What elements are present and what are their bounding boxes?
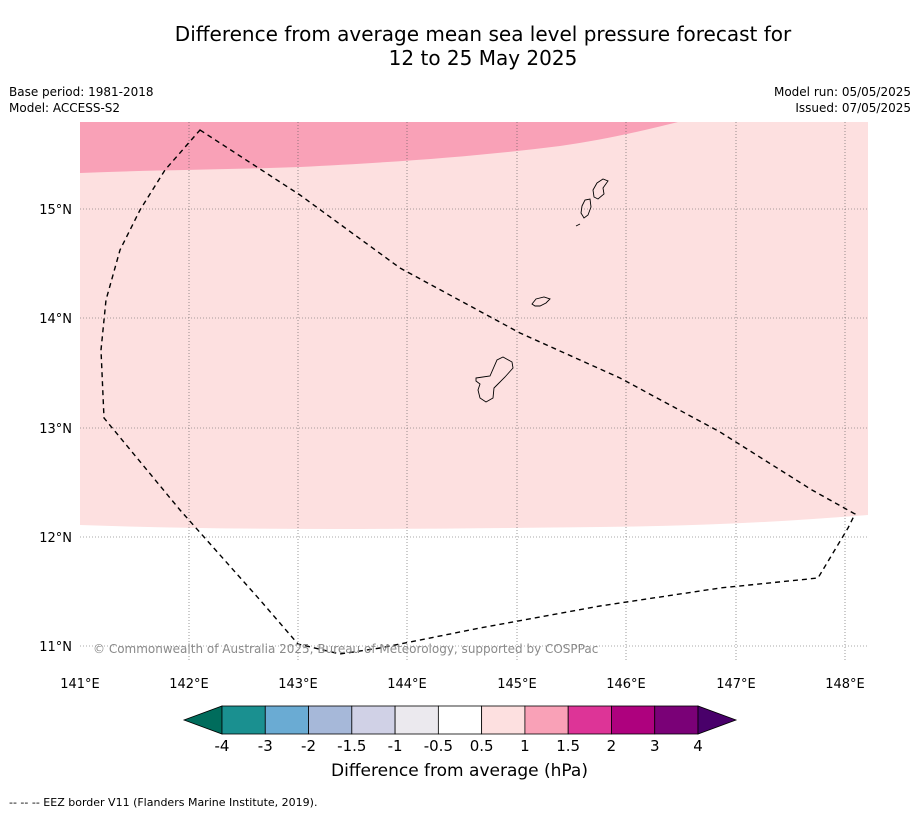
colorbar-tick-label: -2 xyxy=(301,737,316,755)
colorbar-tick-label: 4 xyxy=(693,737,703,755)
colorbar-segment xyxy=(524,705,569,735)
colorbar-segment xyxy=(394,705,439,735)
colorbar-title: Difference from average (hPa) xyxy=(331,761,588,781)
lon-label-146: 146°E xyxy=(606,677,646,692)
colorbar-segment xyxy=(654,705,699,735)
colorbar-tick-label: -4 xyxy=(215,737,230,755)
meta-right: Model run: 05/05/2025 Issued: 07/05/2025 xyxy=(774,84,911,116)
lon-label-145: 145°E xyxy=(497,677,537,692)
colorbar-segment xyxy=(611,705,656,735)
colorbar-tick-label: 3 xyxy=(650,737,660,755)
island-saipan xyxy=(592,178,609,200)
colorbar-tick-label: 1 xyxy=(520,737,530,755)
lon-label-147: 147°E xyxy=(716,677,756,692)
island-tinian xyxy=(580,198,592,219)
colorbar-tick-label: -3 xyxy=(258,737,273,755)
issued-text: Issued: 07/05/2025 xyxy=(795,101,911,115)
title-line-1: Difference from average mean sea level p… xyxy=(174,22,792,46)
colorbar-segment xyxy=(351,705,396,735)
colorbar-over-arrow xyxy=(697,705,738,735)
colorbar-segment xyxy=(221,705,266,735)
base-period-text: Base period: 1981-2018 xyxy=(9,85,154,99)
eez-footnote: -- -- -- EEZ border V11 (Flanders Marine… xyxy=(9,796,318,809)
model-text: Model: ACCESS-S2 xyxy=(9,101,121,115)
islands xyxy=(475,178,609,403)
eez-border xyxy=(100,129,856,655)
lat-label-13: 13°N xyxy=(39,422,72,437)
map-area: © Commonwealth of Australia 2025, Bureau… xyxy=(80,122,868,660)
anomaly-band-0.5-1 xyxy=(80,122,868,529)
lat-label-14: 14°N xyxy=(39,312,72,327)
copyright-text: © Commonwealth of Australia 2025, Bureau… xyxy=(93,642,598,656)
lon-label-148: 148°E xyxy=(825,677,865,692)
title-line-2: 12 to 25 May 2025 xyxy=(388,46,578,70)
meta-left: Base period: 1981-2018 Model: ACCESS-S2 xyxy=(9,84,154,116)
colorbar-segment xyxy=(308,705,353,735)
colorbar-tick-label: 2 xyxy=(607,737,617,755)
island-guam xyxy=(475,356,514,403)
colorbar-tick-label: -0.5 xyxy=(424,737,453,755)
lon-label-143: 143°E xyxy=(278,677,318,692)
colorbar-segment xyxy=(264,705,309,735)
lat-label-12: 12°N xyxy=(39,531,72,546)
colorbar-tick-labels: -4 -3 -2 -1.5 -1 -0.5 0.5 1 1.5 2 3 4 xyxy=(215,737,703,755)
lon-label-144: 144°E xyxy=(387,677,427,692)
lon-label-141: 141°E xyxy=(60,677,100,692)
colorbar-segment xyxy=(481,705,526,735)
colorbar-segment xyxy=(567,705,612,735)
map-title: Difference from average mean sea level p… xyxy=(0,22,919,70)
colorbar-tick-label: -1 xyxy=(388,737,403,755)
lon-axis-labels: 141°E 142°E 143°E 144°E 145°E 146°E 147°… xyxy=(60,677,865,692)
colorbar-tick-label: 0.5 xyxy=(470,737,494,755)
gridlines xyxy=(80,122,868,660)
colorbar xyxy=(182,705,738,735)
lat-label-11: 11°N xyxy=(39,640,72,655)
lon-label-142: 142°E xyxy=(169,677,209,692)
colorbar-under-arrow xyxy=(182,705,223,735)
lat-axis-labels: 15°N 14°N 13°N 12°N 11°N xyxy=(39,203,72,655)
colorbar-tick-label: -1.5 xyxy=(337,737,366,755)
island-rota xyxy=(531,296,551,307)
model-run-text: Model run: 05/05/2025 xyxy=(773,85,911,99)
colorbar-tick-label: 1.5 xyxy=(556,737,580,755)
island-aguijan xyxy=(575,223,581,227)
lat-label-15: 15°N xyxy=(39,203,72,218)
anomaly-band-1-1.5 xyxy=(80,122,678,173)
colorbar-segment xyxy=(437,705,483,735)
